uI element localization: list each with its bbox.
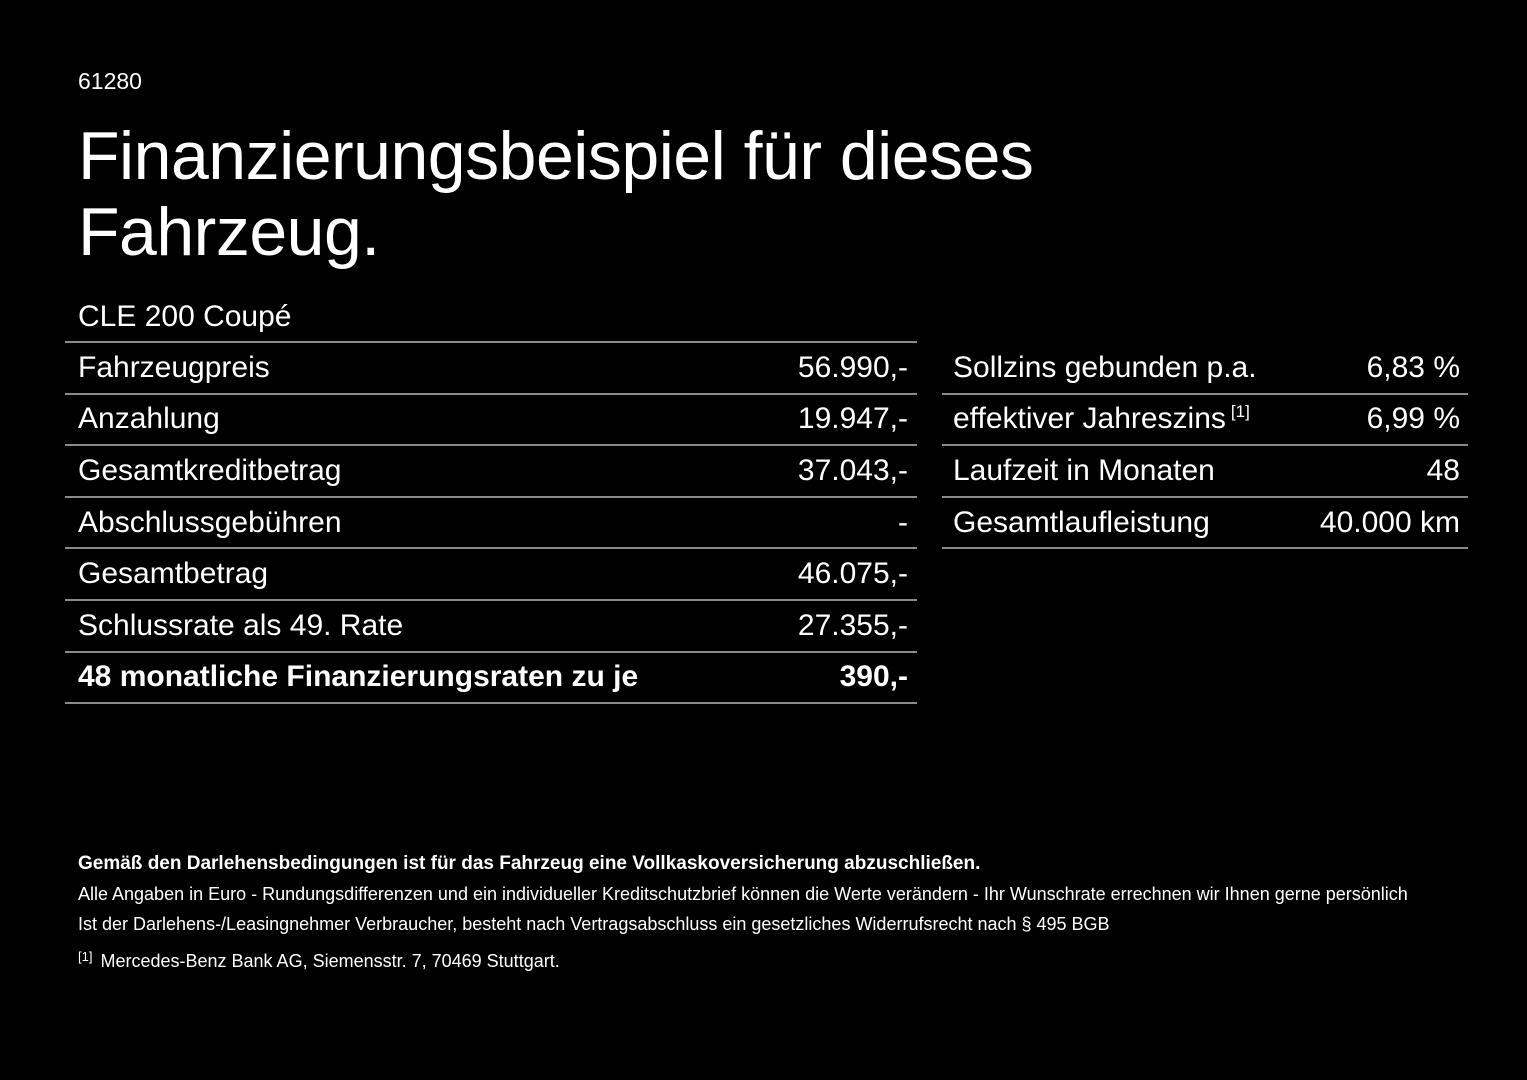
row-label: effektiver Jahreszins [1] [953, 402, 1250, 436]
table-row-fahrzeugpreis: Fahrzeugpreis 56.990,- [65, 343, 917, 395]
row-label: Schlussrate als 49. Rate [78, 608, 404, 642]
table-row-effektiver-jahreszins: effektiver Jahreszins [1] 6,99 % [942, 395, 1468, 447]
table-row-sollzins: Sollzins gebunden p.a. 6,83 % [942, 343, 1468, 395]
table-row-gesamtbetrag: Gesamtbetrag 46.075,- [65, 549, 917, 601]
footnote-text: Mercedes-Benz Bank AG, Siemensstr. 7, 70… [100, 951, 560, 971]
table-row-abschlussgebuehren: Abschlussgebühren - [65, 498, 917, 550]
row-value: 390,- [839, 660, 908, 694]
row-value: 19.947,- [797, 402, 908, 436]
row-value: - [898, 505, 908, 539]
row-label: 48 monatliche Finanzierungsraten zu je [78, 660, 639, 694]
table-row-laufzeit: Laufzeit in Monaten 48 [942, 446, 1468, 498]
page-title-line2: Fahrzeug. [78, 194, 380, 270]
table-row-gesamtkreditbetrag: Gesamtkreditbetrag 37.043,- [65, 446, 917, 498]
row-value: 56.990,- [797, 350, 908, 384]
row-label: Gesamtkreditbetrag [78, 453, 342, 487]
table-row-anzahlung: Anzahlung 19.947,- [65, 395, 917, 447]
page-title-line1: Finanzierungsbeispiel für dieses [78, 118, 1034, 194]
row-value: 27.355,- [797, 608, 908, 642]
row-value: 48 [1426, 453, 1460, 487]
footnote-marker: [1] [1230, 402, 1250, 422]
row-value: 6,99 % [1366, 402, 1460, 436]
footer-disclaimer-line: Alle Angaben in Euro - Rundungsdifferenz… [78, 884, 1408, 904]
table-row-gesamtlaufleistung: Gesamtlaufleistung 40.000 km [942, 498, 1468, 550]
page-title: Finanzierungsbeispiel für dieses Fahrzeug… [78, 118, 1034, 270]
row-label: Gesamtlaufleistung [953, 505, 1210, 539]
row-label-text: effektiver Jahreszins [953, 402, 1226, 436]
row-label: Sollzins gebunden p.a. [953, 350, 1257, 384]
row-label: Fahrzeugpreis [78, 350, 270, 384]
footer-withdrawal-line: Ist der Darlehens-/Leasingnehmer Verbrau… [78, 914, 1110, 934]
table-row-schlussrate: Schlussrate als 49. Rate 27.355,- [65, 601, 917, 653]
row-label: Laufzeit in Monaten [953, 453, 1215, 487]
row-label: Gesamtbetrag [78, 557, 269, 591]
vehicle-model: CLE 200 Coupé [78, 300, 292, 333]
row-label: Anzahlung [78, 402, 220, 436]
row-value: 40.000 km [1319, 505, 1460, 539]
document-number: 61280 [78, 68, 142, 94]
row-label: Abschlussgebühren [78, 505, 342, 539]
legal-footer: Gemäß den Darlehensbedingungen ist für d… [78, 849, 1478, 975]
row-value: 6,83 % [1366, 350, 1460, 384]
footnote-marker: [1] [78, 949, 93, 964]
row-value: 37.043,- [797, 453, 908, 487]
financing-table: Fahrzeugpreis 56.990,- Anzahlung 19.947,… [65, 341, 917, 705]
conditions-table: Sollzins gebunden p.a. 6,83 % effektiver… [942, 341, 1468, 550]
footer-insurance-note: Gemäß den Darlehensbedingungen ist für d… [78, 853, 981, 874]
table-row-monatsrate: 48 monatliche Finanzierungsraten zu je 3… [65, 653, 917, 705]
row-value: 46.075,- [797, 557, 908, 591]
footer-footnote: [1] Mercedes-Benz Bank AG, Siemensstr. 7,… [78, 943, 1478, 975]
